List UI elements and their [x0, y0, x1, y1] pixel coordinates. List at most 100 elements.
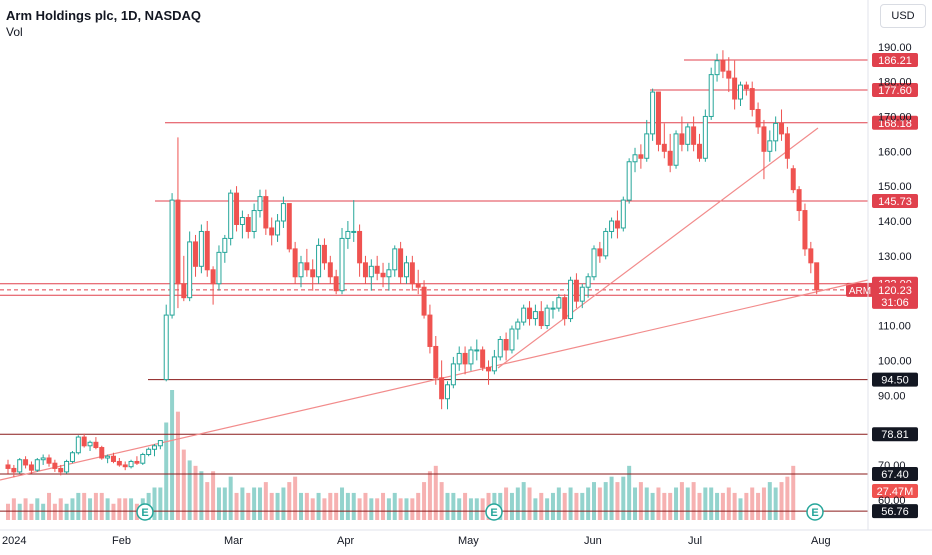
- candle-body: [655, 91, 661, 145]
- volume-bar: [322, 498, 327, 520]
- candle-body: [720, 60, 726, 72]
- price-tick-label: 170.00: [878, 111, 912, 123]
- volume-bar: [574, 492, 579, 520]
- volume-bar: [64, 503, 69, 520]
- candle-body: [46, 457, 52, 464]
- volume-bar: [761, 487, 766, 520]
- candles: [5, 50, 820, 478]
- price-tick-label: 90.00: [878, 390, 906, 402]
- candle-body: [110, 455, 116, 462]
- volume-indicator-label[interactable]: Vol: [6, 25, 23, 39]
- volume-bar: [257, 487, 262, 520]
- ticker-label: ARM: [849, 286, 871, 297]
- candle-body: [550, 307, 556, 310]
- volume-bar: [281, 487, 286, 520]
- candle-body: [216, 251, 222, 285]
- trendlines: [0, 127, 869, 481]
- volume-bar: [93, 492, 98, 520]
- candle-body: [152, 445, 157, 450]
- volume-bar: [41, 503, 46, 520]
- price-level-label: 177.60: [878, 85, 912, 97]
- price-level-badge: [872, 427, 918, 442]
- volume-bar: [199, 471, 204, 520]
- earnings-marker[interactable]: E: [485, 503, 503, 521]
- volume-bar: [679, 482, 684, 520]
- candle-body: [626, 161, 632, 201]
- volume-bar: [164, 422, 169, 520]
- volume-bar: [293, 476, 298, 520]
- candle-body: [726, 70, 732, 79]
- volume-bar: [363, 492, 368, 520]
- candle-body: [638, 154, 644, 159]
- time-tick-label: Apr: [337, 535, 354, 547]
- volume-bar: [6, 503, 10, 520]
- candle-body: [521, 307, 527, 323]
- volume-bar: [193, 465, 198, 520]
- volume-bar: [580, 492, 585, 520]
- candle-body: [415, 283, 421, 288]
- candle-body: [163, 314, 169, 381]
- currency-button[interactable]: USD: [880, 4, 926, 28]
- price-level-badge: [872, 82, 918, 97]
- volume-bar: [533, 498, 538, 520]
- volume-bar: [211, 471, 216, 520]
- volume-bar: [334, 492, 339, 520]
- volume-bar: [539, 492, 544, 520]
- candle-body: [814, 262, 820, 291]
- time-tick-label: Mar: [224, 535, 243, 547]
- volume-bar: [427, 471, 432, 520]
- volume-bar: [480, 498, 485, 520]
- volume-bar: [609, 476, 614, 520]
- volume-bar: [662, 492, 667, 520]
- candle-body: [333, 276, 339, 292]
- time-tick-label: 2024: [2, 535, 26, 547]
- candle-body: [439, 377, 445, 400]
- candle-body: [433, 345, 439, 379]
- candle-body: [661, 143, 667, 152]
- volume-bar: [357, 498, 362, 520]
- candle-body: [591, 248, 597, 278]
- volume-bar: [222, 487, 227, 520]
- volume-bar: [345, 492, 350, 520]
- candle-body: [257, 196, 263, 212]
- candle-body: [480, 349, 486, 368]
- earnings-marker-label: E: [490, 507, 497, 519]
- volume-bar: [58, 498, 63, 520]
- price-level-label: 67.40: [881, 469, 909, 481]
- candle-body: [743, 84, 749, 90]
- volume-bar: [410, 498, 415, 520]
- volume-bar: [750, 487, 755, 520]
- earnings-marker-label: E: [811, 507, 818, 519]
- volume-bar: [187, 460, 192, 520]
- price-level-label: 94.50: [881, 375, 909, 387]
- candle-body: [239, 217, 245, 225]
- candle-body: [380, 272, 386, 278]
- candle-body: [58, 467, 64, 473]
- time-tick-label: May: [458, 535, 479, 547]
- price-level-label: 78.81: [881, 429, 909, 441]
- time-tick-label: Jul: [688, 535, 702, 547]
- volume-bar: [527, 487, 532, 520]
- earnings-marker[interactable]: E: [806, 503, 824, 521]
- volume-bar: [638, 482, 643, 520]
- candle-body: [527, 307, 533, 320]
- candle-body: [69, 452, 75, 462]
- volume-bar: [621, 476, 626, 520]
- candle-body: [228, 192, 234, 239]
- time-axis[interactable]: 2024 Feb Mar Apr May Jun Jul Aug: [0, 529, 932, 547]
- volume-bar: [228, 476, 233, 520]
- price-axis[interactable]: 190.00 180.00 170.00 160.00 150.00 140.00 130.…: [867, 0, 912, 530]
- volume-bar: [381, 492, 386, 520]
- candle-body: [286, 203, 292, 250]
- volume-bar: [175, 411, 180, 520]
- earnings-marker[interactable]: E: [136, 503, 154, 521]
- time-tick-label: Aug: [811, 535, 831, 547]
- candle-body: [491, 356, 497, 372]
- candle-body: [696, 143, 702, 159]
- volume-bar: [592, 482, 596, 520]
- volume-bar: [451, 492, 456, 520]
- volume-bar: [246, 492, 251, 520]
- volume-bar: [550, 492, 555, 520]
